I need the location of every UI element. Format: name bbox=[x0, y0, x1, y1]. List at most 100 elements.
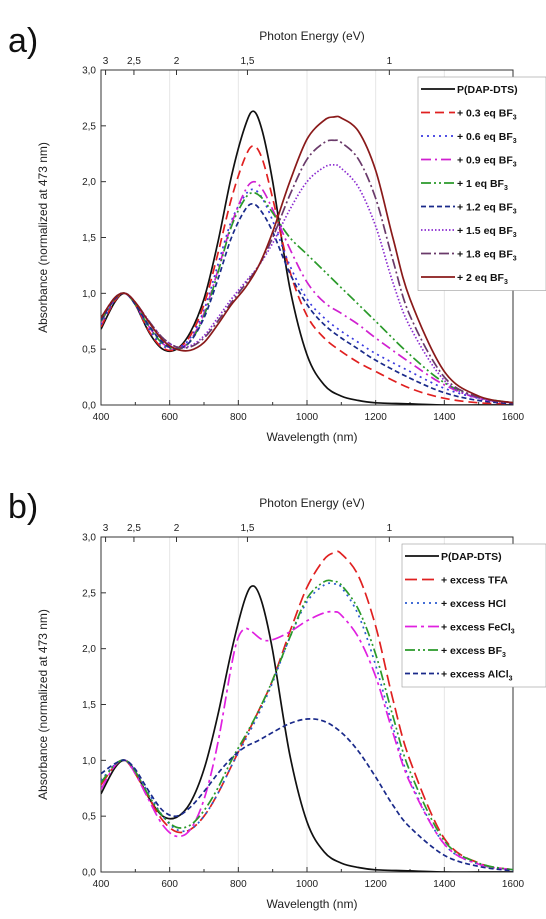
top-tick-label: 2 bbox=[174, 523, 180, 534]
chart-panel-b: b) 400 600 800 1000 1200 1400 1600 0,0 0,5 1,0 1,5 2… bbox=[8, 488, 546, 911]
series-line-3 bbox=[101, 610, 513, 871]
top-tick-label: 3 bbox=[103, 56, 109, 67]
legend-entry-label: + 0.9 eq BF bbox=[457, 155, 513, 167]
x-tick-label: 1400 bbox=[433, 412, 456, 423]
y-tick-label: 2,5 bbox=[82, 588, 96, 599]
legend-entry-label: + excess AlCl bbox=[441, 669, 509, 681]
series-line-0 bbox=[101, 585, 513, 872]
top-axis-title: Photon Energy (eV) bbox=[259, 29, 364, 43]
series-lines bbox=[101, 550, 513, 872]
panel-label: b) bbox=[8, 488, 38, 526]
top-tick-label: 1,5 bbox=[240, 523, 254, 534]
y-tick-label: 2,0 bbox=[82, 177, 96, 188]
legend-entry-label: + excess TFA bbox=[441, 575, 508, 587]
legend-entry-subscript: 3 bbox=[513, 209, 517, 216]
top-tick-label: 2,5 bbox=[127, 523, 141, 534]
legend-entry: + excess TFA bbox=[441, 575, 508, 587]
series-line-8 bbox=[101, 115, 513, 404]
legend-entry: + 0.6 eq BF3 bbox=[457, 131, 517, 145]
legend-entry-label: + excess BF bbox=[441, 645, 503, 657]
legend-entry-subscript: 3 bbox=[509, 676, 513, 683]
x-tick-label: 400 bbox=[93, 879, 110, 890]
legend-entry-label: + 1.8 eq BF bbox=[457, 249, 513, 261]
legend-entry-subscript: 3 bbox=[513, 256, 517, 263]
x-tick-label: 1600 bbox=[502, 879, 525, 890]
x-tick-label: 1600 bbox=[502, 412, 525, 423]
series-line-5 bbox=[101, 718, 513, 872]
legend-entry-label: + 2 eq BF bbox=[457, 272, 505, 284]
legend-entry-label: + 1.5 eq BF bbox=[457, 225, 513, 237]
legend-entry-subscript: 3 bbox=[513, 138, 517, 145]
x-tick-label: 600 bbox=[161, 412, 178, 423]
top-tick-label: 2 bbox=[174, 56, 180, 67]
series-line-6 bbox=[101, 163, 513, 404]
legend-entry-subscript: 3 bbox=[504, 279, 508, 286]
legend-entry-label: + 0.6 eq BF bbox=[457, 131, 513, 143]
legend-entry: P(DAP-DTS) bbox=[457, 84, 518, 96]
legend-entry-subscript: 3 bbox=[511, 629, 515, 636]
y-tick-label: 0,0 bbox=[82, 401, 96, 412]
x-tick-label: 800 bbox=[230, 412, 247, 423]
legend-entry: + 0.3 eq BF3 bbox=[457, 108, 517, 122]
x-axis-title: Wavelength (nm) bbox=[267, 897, 358, 911]
legend-entry-label: + excess HCl bbox=[441, 598, 506, 610]
legend-entry-subscript: 3 bbox=[502, 652, 506, 659]
top-tick-label: 1,5 bbox=[240, 56, 254, 67]
x-axis-title: Wavelength (nm) bbox=[267, 430, 358, 444]
legend-entry: + excess BF3 bbox=[441, 645, 506, 659]
x-tick-label: 1000 bbox=[296, 412, 319, 423]
legend-entry: + 2 eq BF3 bbox=[457, 272, 508, 286]
legend-entry-subscript: 3 bbox=[513, 162, 517, 169]
x-tick-label: 1200 bbox=[365, 879, 388, 890]
series-lines bbox=[101, 110, 513, 405]
y-tick-label: 1,0 bbox=[82, 289, 96, 300]
y-tick-label: 0,0 bbox=[82, 868, 96, 879]
legend-entry-label: + 1.2 eq BF bbox=[457, 202, 513, 214]
y-tick-label: 0,5 bbox=[82, 812, 96, 823]
panel-label: a) bbox=[8, 22, 38, 60]
legend-entry-label: + excess FeCl bbox=[441, 622, 511, 634]
legend-entry-subscript: 3 bbox=[513, 115, 517, 122]
legend-entry: + 0.9 eq BF3 bbox=[457, 155, 517, 169]
series-line-3 bbox=[101, 180, 513, 404]
top-tick-label: 1 bbox=[387, 56, 393, 67]
series-line-4 bbox=[101, 579, 513, 871]
legend-entry-subscript: 3 bbox=[513, 232, 517, 239]
legend-entry: + 1 eq BF3 bbox=[457, 178, 508, 192]
legend-entry: P(DAP-DTS) bbox=[441, 551, 502, 563]
legend-entry: + excess FeCl3 bbox=[441, 622, 515, 636]
y-tick-label: 0,5 bbox=[82, 345, 96, 356]
y-tick-label: 2,0 bbox=[82, 644, 96, 655]
y-tick-label: 1,5 bbox=[82, 233, 96, 244]
legend-entry: + excess HCl bbox=[441, 598, 506, 610]
y-tick-label: 1,5 bbox=[82, 700, 96, 711]
top-tick-label: 3 bbox=[103, 523, 109, 534]
legend-entry-label: P(DAP-DTS) bbox=[441, 551, 502, 563]
legend-entry: + 1.5 eq BF3 bbox=[457, 225, 517, 239]
chart-panel-a: a) 400 600 800 1000 1200 1400 1600 0,0 0,5 1,0 1,5 2… bbox=[8, 22, 546, 444]
y-tick-label: 2,5 bbox=[82, 121, 96, 132]
x-tick-label: 800 bbox=[230, 879, 247, 890]
x-tick-label: 1400 bbox=[433, 879, 456, 890]
y-axis-title: Absorbance (normalized at 473 nm) bbox=[36, 142, 50, 333]
top-tick-label: 2,5 bbox=[127, 56, 141, 67]
y-tick-label: 3,0 bbox=[82, 66, 96, 77]
legend-entry-subscript: 3 bbox=[504, 185, 508, 192]
legend-entry-label: + 0.3 eq BF bbox=[457, 108, 513, 120]
legend-entry-label: P(DAP-DTS) bbox=[457, 84, 518, 96]
legend-box bbox=[401, 543, 546, 688]
legend-entry: + excess AlCl3 bbox=[441, 669, 513, 683]
series-line-5 bbox=[101, 202, 513, 405]
series-line-2 bbox=[101, 188, 513, 404]
x-tick-label: 1200 bbox=[365, 412, 388, 423]
y-tick-label: 1,0 bbox=[82, 756, 96, 767]
top-tick-label: 1 bbox=[387, 523, 393, 534]
y-tick-label: 3,0 bbox=[82, 533, 96, 544]
legend: P(DAP-DTS)+ 0.3 eq BF3+ 0.6 eq BF3+ 0.9 … bbox=[417, 76, 546, 291]
legend-entry: + 1.2 eq BF3 bbox=[457, 202, 517, 216]
legend: P(DAP-DTS) + excess TFA + excess HCl + exce… bbox=[401, 543, 546, 688]
top-axis-title: Photon Energy (eV) bbox=[259, 496, 364, 510]
series-line-1 bbox=[101, 145, 513, 405]
grid-lines bbox=[169, 537, 445, 872]
x-tick-label: 600 bbox=[161, 879, 178, 890]
